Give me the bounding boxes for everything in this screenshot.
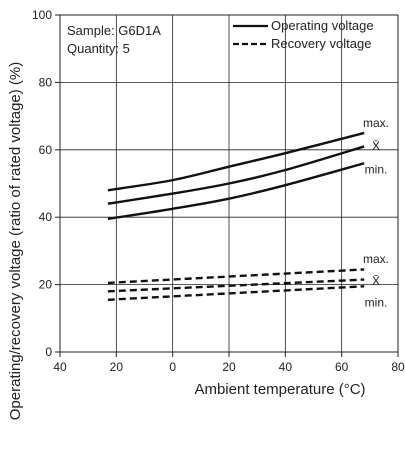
y-tick-label: 100 [32,8,52,22]
x-tick-label: 60 [335,360,349,374]
x-tick-label: 20 [222,360,236,374]
recovery-mean-line [107,278,365,293]
operating-min-line [107,162,365,221]
legend-label-operating: Operating voltage [271,18,374,33]
y-tick-label: 20 [39,278,53,292]
x-tick-label: 20 [110,360,124,374]
recovery-stat-label: max. [363,252,389,266]
recovery-stat-label: min. [365,296,388,310]
x-tick-label: 40 [53,360,67,374]
x-tick-label: 0 [169,360,176,374]
y-tick-label: 40 [39,210,53,224]
recovery-min-line [107,285,365,301]
x-axis-label: Ambient temperature (°C) [194,381,365,398]
legend: Operating voltage Recovery voltage [233,18,374,51]
stat-labels: max. X̄ min. max. X̄ min. [363,116,389,310]
y-tick-label: 0 [45,345,52,359]
operating-stat-label: min. [365,162,388,176]
x-tick-label: 40 [279,360,293,374]
x-tick-label: 80 [391,360,405,374]
operating-stat-label: max. [363,116,389,130]
recovery-stat-label: X̄ [372,274,380,288]
recovery-max-line [107,268,365,285]
quantity-note: Quantity: 5 [67,41,130,56]
operating-max-line [107,131,365,192]
y-axis-label: Operating/recovery voltage (ratio of rat… [7,62,24,421]
operating-mean-line [107,145,365,205]
legend-label-recovery: Recovery voltage [271,36,371,51]
y-tick-label: 80 [39,75,53,89]
y-tick-label: 60 [39,143,53,157]
operating-stat-label: X̄ [372,139,380,153]
series-lines [107,131,365,301]
sample-note: Sample: G6D1A [67,23,161,38]
axis-ticks: 40 20 0 20 40 60 80 0 20 40 60 80 100 [32,8,405,374]
